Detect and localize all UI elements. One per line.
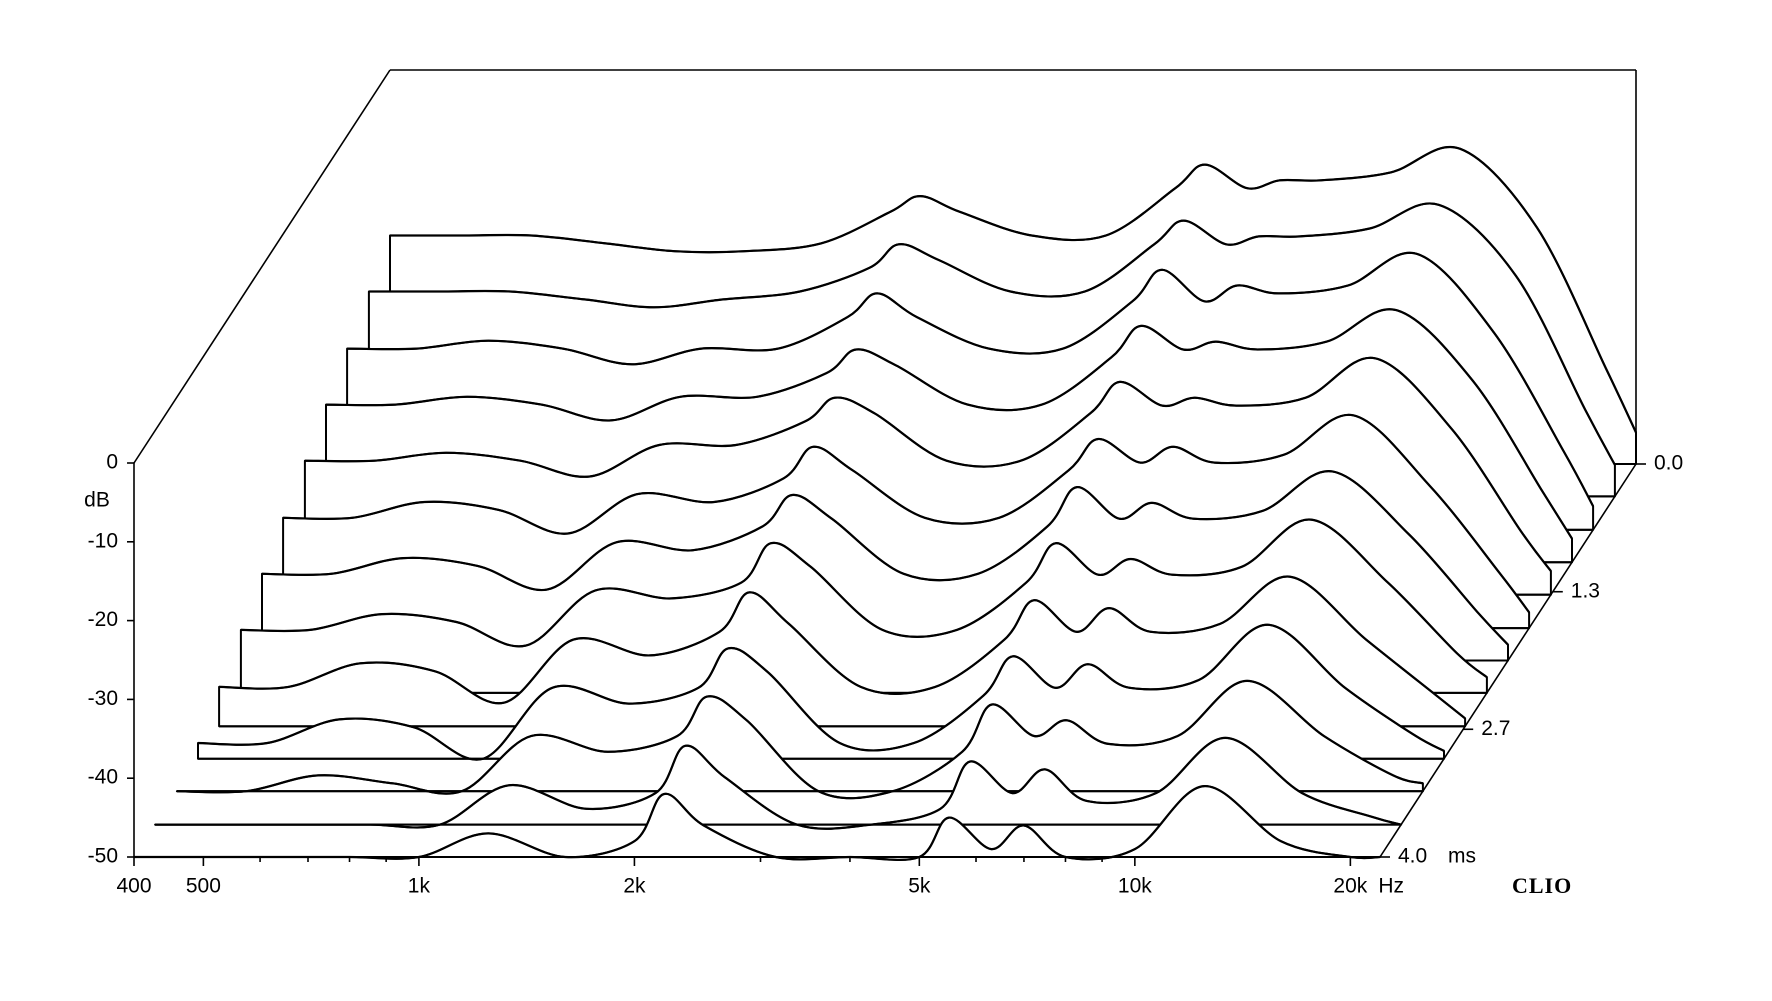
x-tick-label: 1k (408, 875, 431, 898)
z-tick-label: 2.7 (1481, 717, 1510, 740)
y-tick-label: 0 (106, 451, 118, 474)
y-tick-label: -30 (88, 687, 118, 710)
z-tick-label: 0.0 (1654, 452, 1683, 475)
slice-curve (219, 575, 1466, 720)
x-unit: Hz (1378, 875, 1404, 898)
x-tick-label: 500 (186, 875, 221, 898)
z-tick-label: 1.3 (1571, 579, 1600, 602)
slice-curve (240, 518, 1488, 679)
slice-curve (283, 413, 1530, 613)
x-tick-label: 2k (623, 875, 646, 898)
slice-curve (155, 736, 1402, 830)
axes: -50 -40 -30 -20 -10 0 dB 400 500 1k 2k 5k 10k 20k Hz 0.… (84, 69, 1683, 898)
y-tick-label: -40 (88, 766, 118, 789)
slice-curve (261, 470, 1509, 646)
y-tick-label: -50 (88, 845, 118, 868)
z-unit: ms (1448, 845, 1476, 868)
x-tick-label: 10k (1118, 875, 1152, 898)
slice-curve (368, 202, 1616, 466)
frame-line (133, 69, 391, 464)
slice-curve (325, 308, 1573, 540)
z-tick-label: 4.0 (1398, 845, 1427, 868)
x-tick-label: 5k (908, 875, 931, 898)
slice-curve (197, 623, 1445, 761)
y-tick-label: -20 (88, 608, 118, 631)
y-tick-label: -10 (88, 529, 118, 552)
frame-line (1379, 463, 1637, 858)
slice-curve (390, 145, 1637, 433)
y-axis-label: dB (84, 489, 110, 512)
x-tick-label: 20k (1333, 875, 1367, 898)
slice-curve (347, 251, 1595, 507)
slice-curve (304, 356, 1552, 572)
x-tick-label: 400 (116, 875, 151, 898)
slices (133, 145, 1637, 862)
slice-curve (176, 679, 1424, 800)
brand: CLIO (1512, 873, 1572, 898)
slice-curve (133, 784, 1381, 862)
